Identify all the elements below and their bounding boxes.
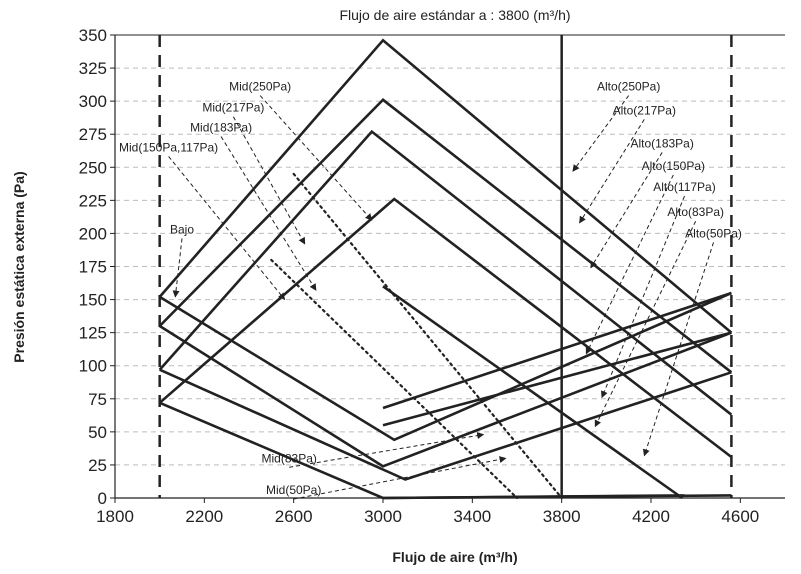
annotation-arrow	[572, 95, 630, 172]
y-tick-label: 175	[79, 258, 107, 277]
y-tick-label: 0	[98, 489, 107, 508]
y-tick-label: 100	[79, 357, 107, 376]
y-tick-label: 275	[79, 125, 107, 144]
annotation-label: Alto(50Pa)	[685, 226, 742, 240]
annotation-label: Mid(83Pa)	[262, 451, 317, 465]
annotation-arrow	[293, 456, 507, 500]
annotation-label: Mid(250Pa)	[229, 80, 291, 94]
x-axis-title: Flujo de aire (m³/h)	[392, 549, 517, 565]
annotation-label: Alto(183Pa)	[630, 136, 693, 150]
y-tick-label: 50	[88, 423, 107, 442]
x-tick-label: 1800	[96, 507, 134, 526]
chart-title: Flujo de aire estándar a : 3800 (m³/h)	[339, 7, 570, 23]
annotation-label: Alto(150Pa)	[642, 159, 705, 173]
annotation-arrow	[232, 116, 306, 245]
y-axis-title: Presión estática externa (Pa)	[11, 171, 27, 362]
annotation-arrow	[590, 152, 663, 269]
annotation-arrow	[585, 174, 674, 355]
annotation-label: Mid(150Pa,117Pa)	[119, 140, 218, 154]
x-tick-label: 3800	[543, 507, 581, 526]
annotation-arrow	[220, 136, 317, 291]
y-tick-label: 75	[88, 390, 107, 409]
annotations: Mid(250Pa) Mid(217Pa) Mid(183Pa) Mid(150Pa,…	[119, 80, 742, 500]
x-tick-label: 3400	[453, 507, 491, 526]
y-tick-label: 325	[79, 59, 107, 78]
y-tick-label: 250	[79, 158, 107, 177]
annotation-arrow	[642, 242, 715, 457]
y-tick-label: 150	[79, 291, 107, 310]
y-tick-label: 300	[79, 92, 107, 111]
series-line	[159, 291, 732, 442]
y-tick-label: 125	[79, 324, 107, 343]
annotation-arrow	[168, 156, 286, 301]
axes: 0 25 50 75 100 125 150 175 200 225 250 275 300 325 350…	[79, 26, 785, 526]
x-tick-label: 2600	[275, 507, 313, 526]
annotation-label: Mid(183Pa)	[190, 121, 252, 135]
y-tick-label: 225	[79, 191, 107, 210]
annotation-label: Bajo	[170, 222, 194, 236]
series-line	[158, 98, 733, 374]
dotted-series-line	[292, 172, 563, 500]
series-line	[158, 197, 733, 459]
annotation-arrow	[289, 432, 485, 468]
annotation-arrow	[601, 195, 685, 399]
series-line	[382, 285, 684, 500]
x-tick-label: 4200	[632, 507, 670, 526]
annotation-arrow	[172, 238, 183, 298]
series-line	[159, 324, 732, 468]
annotation-label: Alto(250Pa)	[597, 80, 660, 94]
y-tick-label: 350	[79, 26, 107, 45]
annotation-label: Alto(217Pa)	[613, 103, 676, 117]
y-tick-label: 200	[79, 224, 107, 243]
dotted-series-line	[270, 258, 519, 500]
y-tick-label: 25	[88, 456, 107, 475]
x-tick-label: 3000	[364, 507, 402, 526]
annotation-arrow	[579, 119, 645, 224]
x-tick-label: 2200	[185, 507, 223, 526]
limit-lines	[158, 35, 733, 498]
annotation-label: Mid(50Pa)	[266, 483, 321, 497]
series-line	[159, 368, 732, 481]
series-line	[158, 38, 733, 334]
annotation-label: Alto(117Pa)	[653, 180, 715, 194]
annotation-arrow	[594, 221, 697, 428]
series-line	[382, 331, 732, 427]
series-line	[382, 291, 732, 410]
series-line	[158, 129, 733, 416]
annotation-label: Alto(83Pa)	[667, 205, 724, 219]
x-tick-label: 4600	[721, 507, 759, 526]
annotation-label: Mid(217Pa)	[202, 101, 264, 115]
